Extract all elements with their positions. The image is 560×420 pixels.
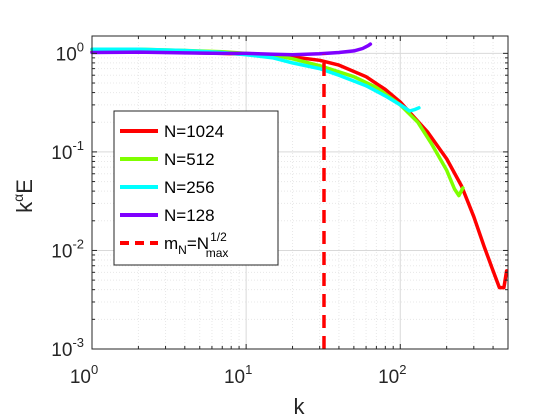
y-tick-label: 10-3 xyxy=(51,335,84,361)
x-axis-label: k xyxy=(294,394,306,419)
y-tick-label: 100 xyxy=(56,39,84,65)
x-tick-label: 100 xyxy=(70,362,98,388)
series-line-n128 xyxy=(90,42,373,57)
legend-entries: N=1024 N=512 N=256 N=128 xyxy=(120,122,224,225)
x-tick-label: 101 xyxy=(224,362,252,388)
legend: N=1024 N=512 N=256 N=128 mN=N1/2 max xyxy=(113,110,279,266)
tick-labels: 100 101 102 10-3 10-2 10-1 100 xyxy=(51,39,406,388)
legend-label-n1024: N=1024 xyxy=(164,122,224,141)
y-axis-label: kαE xyxy=(10,179,37,213)
y-tick-label: 10-2 xyxy=(51,236,84,262)
y-tick-label: 10-1 xyxy=(51,138,84,164)
legend-label-n128: N=128 xyxy=(164,206,215,225)
legend-label-n512: N=512 xyxy=(164,150,215,169)
series-line-n256 xyxy=(90,47,421,113)
x-tick-label: 102 xyxy=(378,362,406,388)
legend-label-reference: mN=N1/2 max xyxy=(164,230,228,260)
plot-frame xyxy=(91,35,509,350)
series-layer xyxy=(90,42,509,349)
legend-label-n256: N=256 xyxy=(164,178,215,197)
axes-frame xyxy=(91,35,509,350)
